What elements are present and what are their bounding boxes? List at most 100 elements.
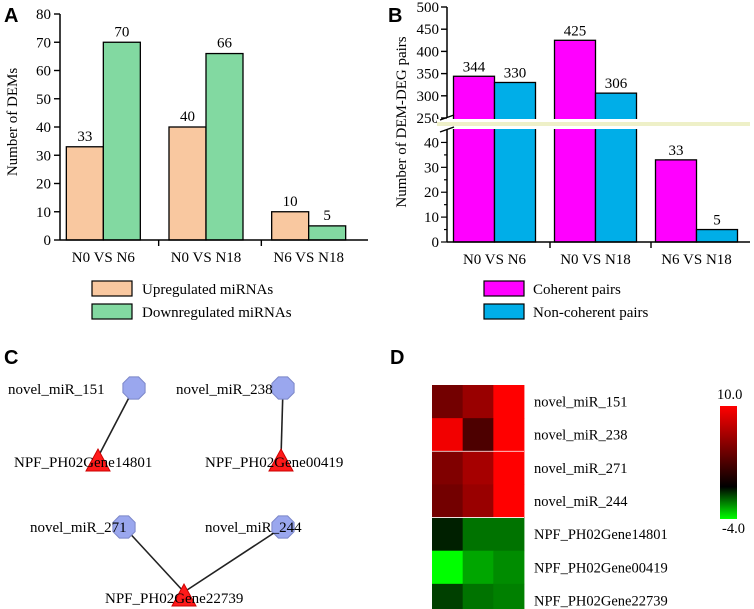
heatmap-row-label: novel_miR_271 — [534, 461, 627, 477]
chart-b-category-label: N0 VS N6 — [463, 252, 527, 268]
chart-a-legend-label: Upregulated miRNAs — [142, 282, 273, 298]
chart-a-bar — [205, 52, 244, 241]
chart-a-ytick-label: 60 — [36, 64, 51, 80]
gene-node[interactable] — [85, 447, 111, 472]
chart-b-break-mark — [439, 114, 455, 121]
chart-b-data-label: 33 — [669, 143, 684, 159]
heatmap-cell — [462, 418, 494, 452]
chart-a-ytick-label: 10 — [36, 205, 51, 221]
chart-b: Number of DEM-DEG pairs 2503003504004505… — [394, 0, 750, 321]
chart-a-bar — [168, 126, 207, 241]
heatmap-cell — [493, 484, 525, 518]
chart-b-ytick-label: 400 — [417, 44, 440, 60]
chart-b-bar — [452, 75, 496, 243]
chart-b-legend-label: Coherent pairs — [533, 282, 621, 298]
chart-a-data-label: 40 — [180, 109, 195, 125]
gene-node-label: NPF_PH02Gene14801 — [14, 455, 152, 471]
heatmap-scale-min-label: -4.0 — [722, 521, 745, 537]
network-edge — [183, 526, 284, 593]
gene-node[interactable] — [268, 447, 294, 472]
heatmap-cell — [432, 583, 464, 609]
heatmap-cell — [493, 517, 525, 552]
chart-b-bar — [594, 92, 638, 243]
chart-b-category-label: N0 VS N18 — [560, 252, 631, 268]
chart-b-ytick-label: 20 — [424, 185, 439, 201]
heatmap-cell — [493, 550, 525, 585]
mirna-node[interactable] — [271, 376, 295, 400]
chart-b-bar — [695, 228, 739, 243]
heatmap-cell — [462, 517, 494, 552]
heatmap-cell — [432, 418, 464, 452]
mirna-node[interactable] — [271, 515, 295, 539]
panel-letter-a: A — [4, 5, 18, 27]
heatmap-color-scale — [720, 406, 737, 519]
gene-node[interactable] — [171, 582, 197, 607]
chart-a-ytick-label: 80 — [36, 7, 51, 23]
network-diagram: novel_miR_151 NPF_PH02Gene14801 novel_miR_… — [8, 376, 343, 607]
network-edge — [97, 387, 135, 458]
chart-a-ytick-label: 50 — [36, 92, 51, 108]
heatmap-row-label: NPF_PH02Gene14801 — [534, 527, 668, 543]
heatmap-cell — [493, 583, 525, 609]
heatmap-cell — [432, 385, 464, 419]
chart-b-ytick-label: 350 — [417, 67, 440, 83]
chart-b-bar — [553, 39, 597, 243]
chart-b-break-mark — [439, 126, 455, 133]
chart-b-legend-swatch — [483, 303, 525, 320]
chart-b-data-label: 344 — [463, 59, 486, 75]
heatmap-cell — [432, 451, 464, 485]
chart-b-data-label: 306 — [605, 76, 628, 92]
heatmap-row-label: novel_miR_151 — [534, 395, 627, 411]
chart-b-category-label: N6 VS N18 — [661, 252, 732, 268]
mirna-node-label: novel_miR_244 — [205, 520, 302, 536]
chart-b-ytick-label: 10 — [424, 210, 439, 226]
chart-b-ytick-label: 0 — [432, 235, 440, 251]
chart-b-ytick-label: 300 — [417, 89, 440, 105]
chart-b-data-label: 330 — [504, 65, 527, 81]
chart-a-legend-swatch — [91, 280, 133, 297]
heatmap-cell — [462, 484, 494, 518]
panel-letter-d: D — [390, 347, 404, 369]
heatmap-cell — [462, 583, 494, 609]
chart-b-ytick-label: 40 — [424, 135, 439, 151]
chart-a-data-label: 5 — [323, 208, 331, 224]
chart-a-ylabel: Number of DEMs — [5, 68, 21, 176]
chart-a-legend: Upregulated miRNAs Downregulated miRNAs — [91, 280, 292, 321]
chart-a: Number of DEMs 0 10 20 30 40 50 60 70 80 33 70 40 6… — [5, 7, 368, 321]
mirna-node-label: novel_miR_271 — [30, 520, 127, 536]
heatmap-cell — [432, 517, 464, 552]
chart-b-legend-label: Non-coherent pairs — [533, 305, 649, 321]
chart-a-ytick-label: 0 — [44, 233, 52, 249]
chart-b-ytick-label: 250 — [417, 111, 440, 127]
heatmap: novel_miR_151 novel_miR_238 novel_miR_271n… — [432, 385, 745, 609]
heatmap-row-label: NPF_PH02Gene22739 — [534, 593, 668, 609]
heatmap-cell — [493, 418, 525, 452]
chart-b-legend-swatch — [483, 280, 525, 297]
mirna-node[interactable] — [112, 515, 136, 539]
gene-node-label: NPF_PH02Gene00419 — [205, 455, 343, 471]
chart-a-bar — [271, 211, 310, 241]
chart-a-legend-swatch — [91, 303, 133, 320]
panel-letter-b: B — [388, 5, 402, 27]
chart-a-category-label: N6 VS N18 — [273, 250, 344, 266]
chart-b-bar — [654, 159, 698, 243]
chart-a-bar — [308, 225, 347, 241]
chart-a-ytick-label: 30 — [36, 148, 51, 164]
chart-b-data-label: 5 — [713, 213, 721, 229]
chart-b-data-label: 425 — [564, 23, 587, 39]
gene-node-label: NPF_PH02Gene22739 — [105, 591, 243, 607]
heatmap-cell — [432, 550, 464, 585]
mirna-node[interactable] — [122, 376, 146, 400]
chart-b-legend: Coherent pairs Non-coherent pairs — [483, 280, 649, 321]
chart-a-data-label: 10 — [283, 194, 298, 210]
chart-a-data-label: 70 — [114, 24, 129, 40]
chart-b-ytick-label: 500 — [417, 0, 440, 16]
chart-b-ylabel: Number of DEM-DEG pairs — [394, 36, 410, 207]
heatmap-cell — [462, 385, 494, 419]
chart-a-ytick-label: 40 — [36, 120, 51, 136]
heatmap-row-label: novel_miR_238 — [534, 428, 627, 444]
network-edge — [123, 526, 185, 593]
chart-a-category-label: N0 VS N18 — [171, 250, 242, 266]
heatmap-cell — [493, 451, 525, 485]
